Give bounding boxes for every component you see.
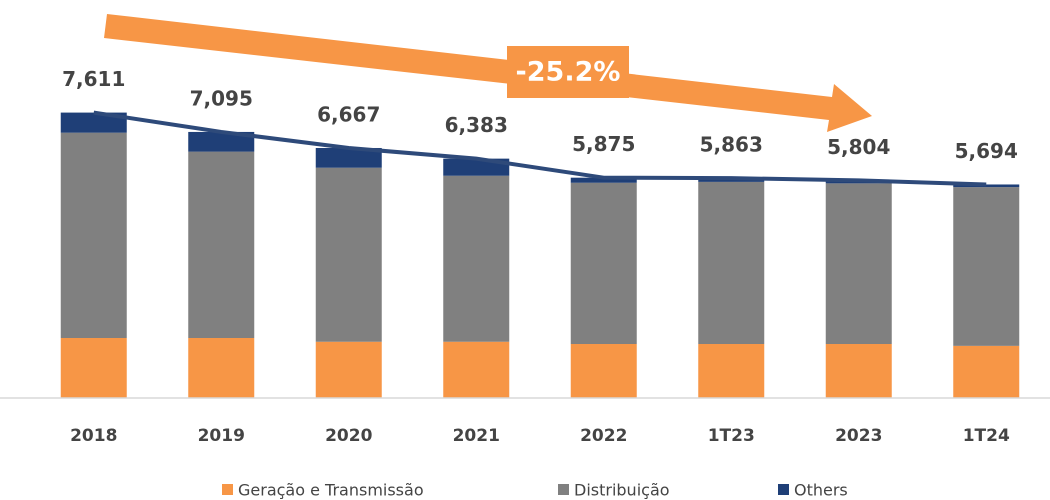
total-label: 5,804 [827,135,890,159]
x-tick-label: 2018 [70,426,117,446]
bar-segment [315,147,382,168]
bar-segment [825,183,892,344]
bar-segment [953,345,1020,398]
x-tick-label: 2020 [325,426,372,446]
bar-segment [315,341,382,398]
x-tick-label: 1T24 [963,426,1010,446]
total-line [93,110,987,187]
legend-label: Geração e Transmissão [238,481,424,500]
annotation-box [507,46,629,98]
annotation: -25.2% [516,57,621,88]
bar-segment [443,341,510,398]
trend-arrow [104,14,872,132]
total-label: 6,667 [317,102,380,126]
x-tick-label: 1T23 [708,426,755,446]
bar-segment [953,184,1020,188]
bar-segment [60,112,127,133]
bar-segment [570,182,637,344]
legend-label: Distribuição [574,481,670,500]
total-label: 5,694 [955,139,1018,163]
legend-label: Others [794,481,848,500]
legend-swatch [778,484,789,495]
bar-segment [698,344,765,398]
bar-segment [188,151,255,338]
bar-segment [570,344,637,398]
total-label: 7,611 [62,67,125,91]
bar-segment [698,181,765,344]
x-tick-label: 2023 [835,426,882,446]
total-label: 7,095 [190,86,253,110]
bar-segment [60,132,127,338]
bar-segment [953,187,1020,346]
bar-segment [825,344,892,398]
bar-segment [60,338,127,398]
total-label: 5,863 [700,133,763,157]
legend-swatch [558,484,569,495]
legend-swatch [222,484,233,495]
bar-segment [443,175,510,342]
x-tick-label: 2021 [453,426,500,446]
bar-segment [188,338,255,398]
x-tick-label: 2019 [198,426,245,446]
bar-segment [188,131,255,152]
total-label: 6,383 [445,113,508,137]
total-label: 5,875 [572,132,635,156]
bar-segment [570,177,637,183]
bar-segment [315,167,382,342]
x-tick-label: 2022 [580,426,627,446]
